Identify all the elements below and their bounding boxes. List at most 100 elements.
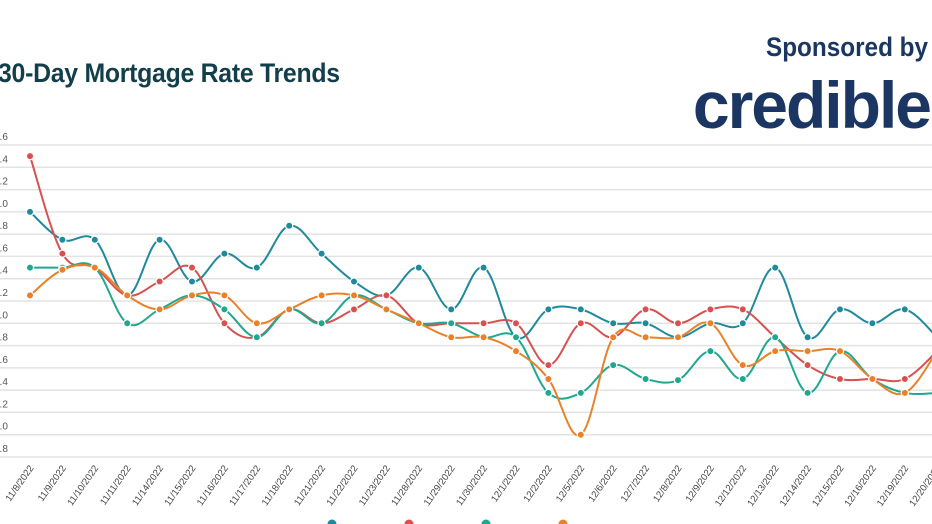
x-tick-label: 12/8/2022	[651, 463, 684, 504]
x-tick-label: 11/15/2022	[163, 463, 199, 508]
x-tick-label: 11/8/2022	[4, 463, 37, 503]
legend-marker	[404, 519, 414, 524]
legend-marker	[558, 519, 568, 524]
data-point	[155, 305, 164, 314]
data-point	[122, 291, 132, 300]
data-point	[803, 388, 812, 398]
x-tick-label: 11/16/2022	[195, 463, 231, 508]
data-point	[25, 263, 35, 272]
data-point	[187, 291, 197, 300]
data-point	[803, 346, 812, 356]
data-point	[771, 333, 780, 342]
data-point	[220, 291, 229, 300]
x-tick-label: 11/29/2022	[422, 463, 458, 508]
data-point	[544, 360, 553, 370]
data-point	[447, 305, 456, 314]
data-point	[285, 305, 294, 314]
data-point	[414, 263, 423, 272]
data-point	[706, 346, 715, 356]
data-point	[58, 265, 67, 274]
x-tick-label: 11/14/2022	[130, 463, 166, 508]
y-tick-label: 6.4	[0, 266, 8, 277]
x-tick-label: 12/7/2022	[619, 463, 652, 504]
x-tick-label: 12/16/2022	[843, 463, 879, 508]
y-tick-label: 6.0	[0, 310, 8, 321]
data-point	[220, 305, 229, 314]
y-tick-label: 5.0	[0, 422, 8, 433]
data-point	[187, 277, 197, 286]
data-point	[511, 333, 521, 342]
series-1	[25, 207, 932, 342]
series-lines	[25, 151, 932, 439]
data-point	[609, 333, 618, 342]
x-tick-label: 11/17/2022	[227, 463, 263, 508]
data-point	[900, 305, 910, 314]
legend-marker	[327, 519, 337, 524]
legend-marker	[481, 519, 491, 524]
data-point	[738, 360, 748, 370]
data-point	[835, 305, 845, 314]
data-point	[803, 333, 812, 342]
y-tick-label: 5.8	[0, 333, 8, 344]
data-point	[220, 249, 229, 258]
data-point	[447, 319, 456, 328]
data-point	[803, 360, 812, 370]
data-point	[382, 305, 391, 314]
sponsor-text: Sponsored by	[765, 32, 928, 62]
data-point	[220, 319, 229, 328]
x-tick-label: 11/30/2022	[454, 463, 490, 508]
data-point	[706, 305, 715, 314]
x-tick-label: 12/2/2022	[522, 463, 555, 504]
x-tick-label: 12/5/2022	[554, 463, 587, 504]
data-point	[252, 319, 261, 328]
data-point	[479, 333, 488, 342]
data-point	[511, 346, 521, 356]
x-axis: 11/8/2022 11/9/202211/10/202211/11/202211…	[4, 463, 932, 508]
data-point	[90, 235, 100, 244]
data-point	[25, 207, 35, 217]
y-tick-label: 4.8	[0, 444, 8, 455]
x-tick-label: 11/23/2022	[357, 463, 393, 508]
y-tick-label: 7.6	[0, 132, 8, 143]
x-tick-label: 11/21/2022	[292, 463, 328, 508]
x-tick-label: 12/13/2022	[745, 463, 781, 508]
series-line	[29, 263, 932, 437]
data-point	[576, 305, 586, 314]
x-tick-label: 11/11/2022	[98, 463, 133, 507]
x-tick-label: 11/22/2022	[325, 463, 361, 508]
data-point	[317, 291, 326, 300]
y-tick-label: 7.4	[0, 154, 8, 165]
data-point	[252, 333, 261, 342]
data-point	[576, 388, 586, 398]
credible-logo: credible	[692, 68, 932, 142]
data-point	[25, 291, 35, 300]
data-point	[317, 319, 326, 328]
y-tick-label: 6.6	[0, 243, 8, 254]
data-point	[155, 277, 164, 286]
data-point	[641, 305, 650, 314]
y-tick-label: 5.6	[0, 355, 8, 366]
data-point	[122, 319, 132, 328]
x-tick-label: 11/28/2022	[389, 463, 425, 508]
data-point	[771, 263, 780, 272]
gridlines	[0, 144, 932, 458]
data-point	[447, 333, 456, 342]
x-tick-label: 12/12/2022	[713, 463, 749, 508]
data-point	[414, 319, 423, 328]
data-point	[771, 346, 780, 356]
y-tick-label: 6.2	[0, 288, 8, 299]
data-point	[544, 374, 553, 384]
data-point	[673, 319, 683, 328]
data-point	[317, 249, 326, 258]
data-point	[738, 374, 748, 384]
chart-title: 30-Day Mortgage Rate Trends	[0, 58, 340, 88]
data-point	[58, 235, 67, 244]
data-point	[511, 319, 521, 328]
series-line	[29, 211, 932, 340]
data-point	[706, 319, 715, 328]
data-point	[349, 277, 359, 286]
data-point	[382, 291, 391, 300]
x-tick-label: 11/9/2022	[36, 463, 69, 503]
data-point	[609, 360, 618, 370]
data-point	[187, 263, 197, 272]
